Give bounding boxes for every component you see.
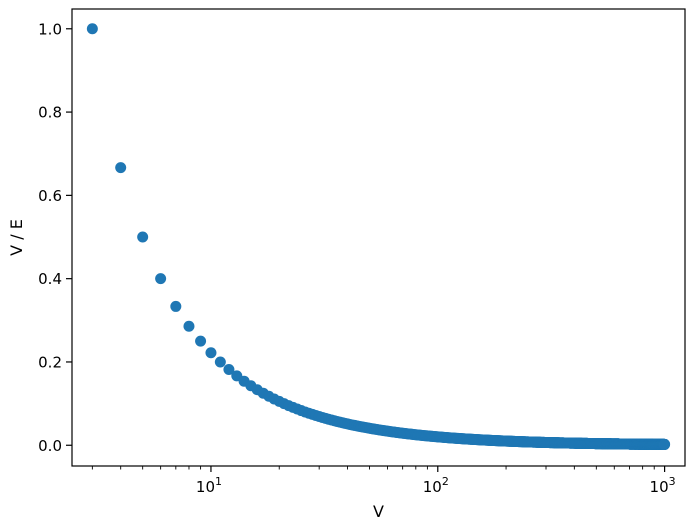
y-axis-ticks: 0.0 0.2 0.4 0.6 0.8 1.0 [38,20,72,455]
y-axis-label: V / E [7,219,26,256]
data-points [86,23,671,450]
y-tick-label: 0.4 [38,270,62,288]
plot-frame [71,8,686,467]
data-point [214,356,226,368]
x-axis-label: V [373,502,384,521]
data-point [183,320,195,332]
y-tick-label: 0.8 [38,104,62,122]
data-point [205,347,217,359]
data-point [137,231,149,243]
data-point [155,273,167,285]
x-tick-label: 103 [650,475,676,496]
data-point [115,162,127,174]
x-tick-label: 101 [196,475,222,496]
data-point [195,335,207,347]
data-point [86,23,98,35]
x-tick-label: 102 [423,475,449,496]
data-point [170,300,182,312]
x-axis-ticks: 101 102 103 [91,466,676,496]
y-tick-label: 1.0 [38,20,62,38]
data-point [223,364,235,376]
y-tick-label: 0.6 [38,187,62,205]
y-tick-label: 0.2 [38,353,62,371]
y-tick-label: 0.0 [38,437,62,455]
data-point [659,438,671,450]
